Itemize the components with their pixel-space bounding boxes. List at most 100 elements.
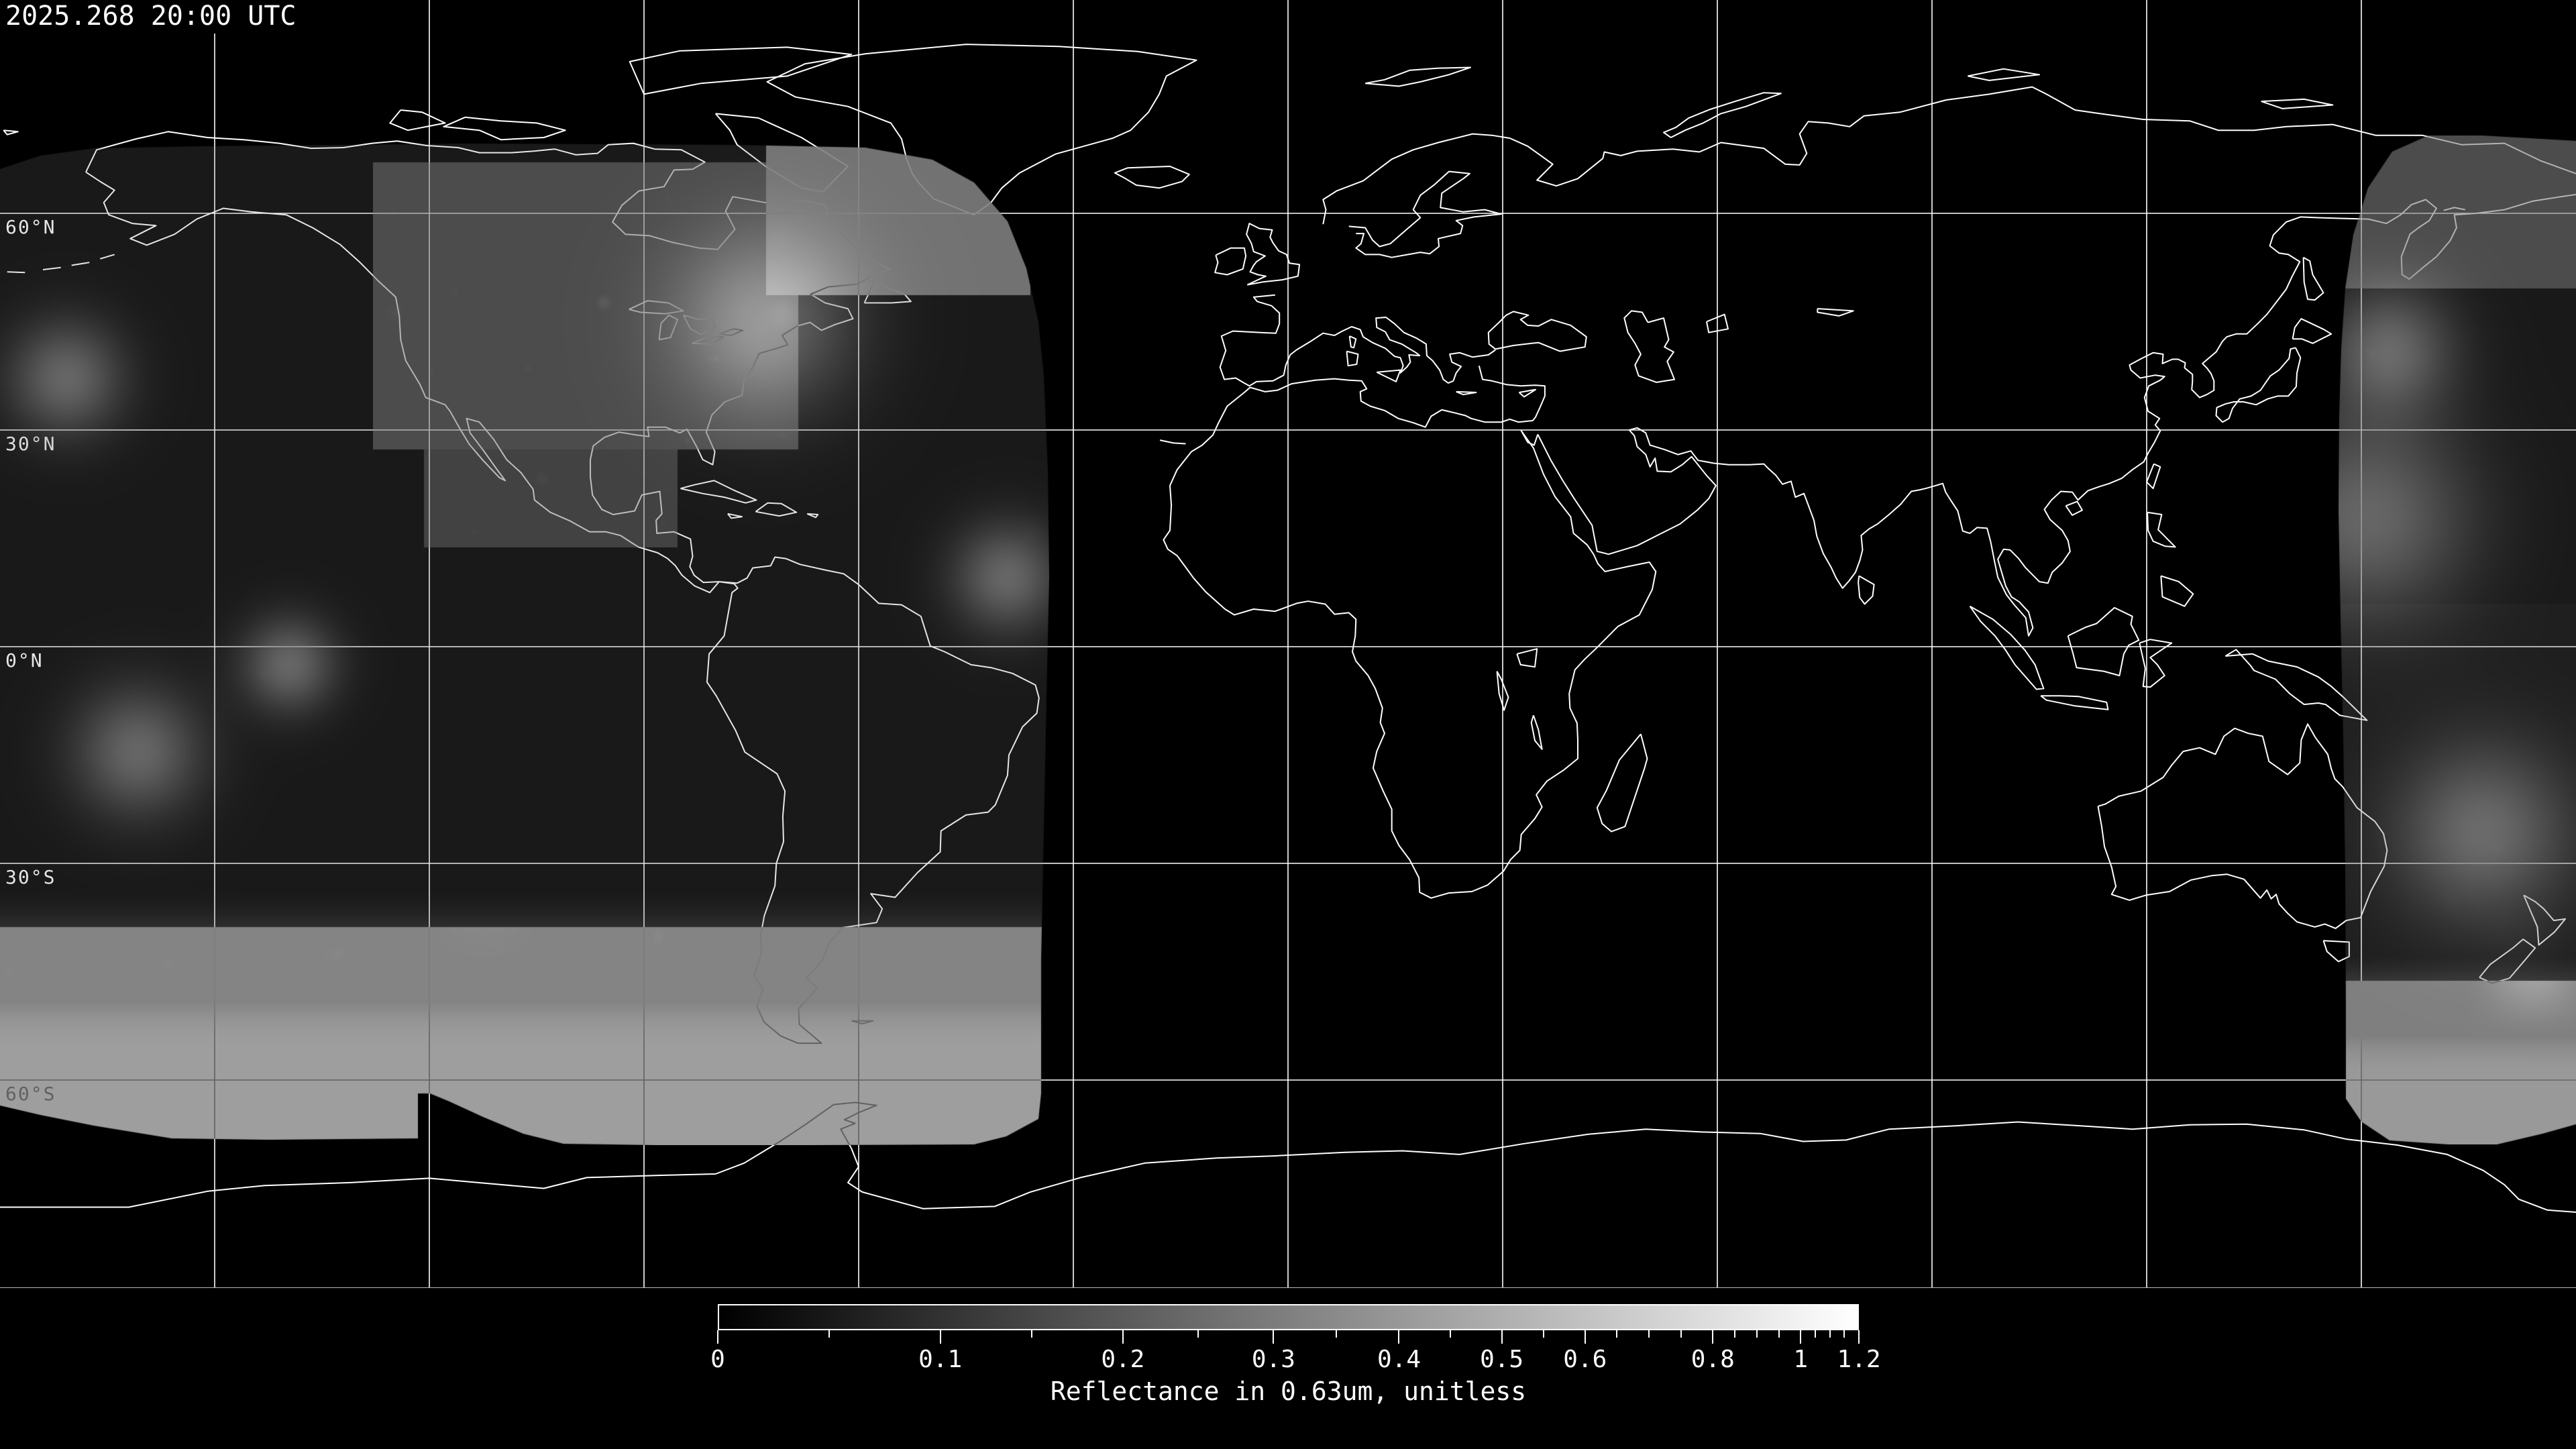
coastline-africa [1163,392,1657,899]
coastline-baffin [714,113,849,193]
colorbar-tick [1778,1330,1780,1338]
colorbar-tick [828,1330,830,1338]
colorbar-tick [1197,1330,1199,1338]
coastline-canaries [1159,439,1186,445]
coastlines [0,44,2576,1213]
colorbar-tick-label: 1.2 [1837,1346,1881,1373]
colorbar-tick [1800,1330,1802,1344]
coastline-lake-ontario [718,328,744,336]
coastline-antarctica [0,1102,2576,1213]
coastline-lake-tanganyika [1496,671,1509,711]
coastline-luzon [2147,511,2176,548]
colorbar-tick [1335,1330,1337,1338]
coastline-honshu [2215,347,2302,423]
colorbar-tick [1030,1330,1032,1338]
colorbar-tick-label: 0 [710,1346,725,1373]
coastline-tasmania [2322,940,2350,963]
coastline-europe-med [1219,294,1496,387]
coastline-taiwan [2146,463,2161,490]
coastline-caspian [1623,310,1675,383]
coastline-kamchatka-bay [2443,207,2465,211]
coastline-aleutians-4 [100,254,115,260]
coastline-carib-na [590,460,720,584]
coastline-novaya-zemlya [1663,92,1782,138]
coastline-lake-victoria [1516,648,1538,668]
colorbar-tick [717,1330,718,1344]
colorbar-tick [1712,1330,1714,1344]
coastline-java [2040,695,2109,710]
coastline-cuba [680,480,757,504]
coastline-lake-malawi [1530,714,1543,750]
colorbar-tick-label: 0.6 [1563,1346,1607,1373]
colorbar-tick [1450,1330,1452,1338]
colorbar-tick [1814,1330,1816,1338]
colorbar-tick [1273,1330,1275,1344]
coastline-nz-south [2479,938,2536,984]
coastline-madagascar [1596,733,1648,833]
coastline-balkhash [1817,308,1854,317]
colorbar-tick [1616,1330,1618,1338]
colorbar-gradient [718,1304,1859,1330]
coastline-cyprus [1518,388,1537,398]
map-overlay [0,0,2576,1288]
coastline-banks [389,109,446,131]
world-map: 60°N 30°N 0°N 30°S 60°S 2025.268 20:00 UTC [0,0,2576,1288]
colorbar: 0 0.1 0.2 0.3 0.4 0.5 0.6 0.8 1 1.2 Reflectance i… [0,0,2576,1404]
coastline-sumatra [1969,605,2045,690]
coastline-aral [1706,313,1729,333]
colorbar-tick-label: 1 [1793,1346,1809,1373]
coastline-sakhalin [2302,256,2324,301]
coastline-hispaniola [755,502,798,517]
coastline-aleutians-3 [71,262,90,266]
coastline-borneo [2067,606,2140,677]
graticule [0,0,2576,1288]
colorbar-tick [1122,1330,1124,1344]
coastline-newfoundland [863,279,912,304]
coastline-iceland [1114,166,1190,189]
coastline-hokkaido [2292,318,2332,344]
coastline-black-sea [1487,311,1587,352]
coastline-new-siberian [2261,98,2334,109]
coastline-mindanao [2160,575,2194,607]
coastline-wrangel [3,129,19,136]
coastline-sardinia [1346,350,1359,367]
colorbar-tick [1501,1330,1503,1344]
colorbar-tick [1680,1330,1682,1338]
coastline-baltic [1348,170,1502,258]
satellite-swath-west [0,144,1049,1145]
colorbar-tick [1734,1330,1736,1338]
coastline-sri-lanka [1858,575,1875,605]
coastline-sulawesi [2139,639,2173,688]
coastline-uk [1246,223,1301,286]
colorbar-tick [1398,1330,1400,1344]
coastline-lake-huron [682,314,716,335]
coastline-nz-north [2523,894,2566,946]
coastline-lake-michigan [658,314,679,341]
coastline-ireland [1214,247,1247,276]
timestamp: 2025.268 20:00 UTC [0,0,303,34]
coastline-lake-erie [692,336,724,345]
colorbar-tick [1542,1330,1544,1338]
coastline-asia-south-east [1537,194,2576,637]
coastline-australia [2097,723,2388,929]
coastline-anatolia-north-africa [1244,365,1546,428]
coastline-corsica [1348,335,1357,349]
coastline-na-west [85,171,720,594]
coastline-aleutians-2 [42,266,61,270]
coastline-crete [1456,390,1477,396]
coastline-puerto-rico [806,513,819,519]
colorbar-tick-label: 0.4 [1377,1346,1421,1373]
coastline-ellesmere [629,46,853,95]
coastline-south-america [706,556,1040,1044]
colorbar-tick [1584,1330,1586,1344]
colorbar-tick-label: 0.8 [1690,1346,1735,1373]
colorbar-title: Reflectance in 0.63um, unitless [1050,1377,1527,1406]
colorbar-tick-label: 0.1 [918,1346,963,1373]
colorbar-tick [939,1330,941,1344]
colorbar-tick [1829,1330,1831,1338]
coastline-svalbard [1365,66,1471,87]
coastline-new-guinea [2224,649,2368,721]
coastline-arctic-russia [1509,86,2576,187]
colorbar-tick [1843,1330,1845,1338]
